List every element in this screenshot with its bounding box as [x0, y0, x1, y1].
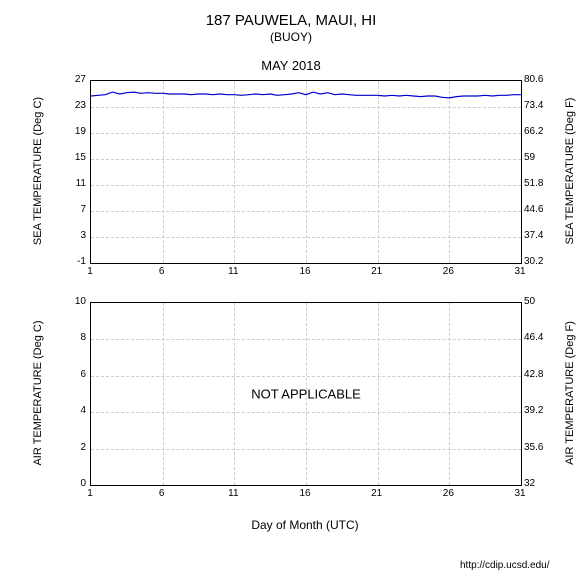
y-tick-left: 11	[56, 178, 86, 189]
footer-url: http://cdip.ucsd.edu/	[460, 560, 550, 571]
title-period: MAY 2018	[0, 58, 582, 73]
x-tick-label: 26	[443, 488, 454, 499]
y-tick-right: 32	[524, 478, 535, 489]
y-tick-left: 0	[56, 478, 86, 489]
y-tick-left: 27	[56, 74, 86, 85]
title-subtitle: (BUOY)	[0, 30, 582, 44]
y-tick-left: 2	[56, 442, 86, 453]
y-tick-right: 35.6	[524, 442, 543, 453]
y-tick-left: 19	[56, 126, 86, 137]
x-tick-label: 6	[159, 488, 165, 499]
y-tick-right: 51.8	[524, 178, 543, 189]
y-tick-left: 8	[56, 332, 86, 343]
y-tick-right: 37.4	[524, 230, 543, 241]
y-tick-right: 66.2	[524, 126, 543, 137]
x-tick-label: 21	[371, 488, 382, 499]
y-tick-left: 23	[56, 100, 86, 111]
y-tick-left: 7	[56, 204, 86, 215]
y-tick-right: 42.8	[524, 369, 543, 380]
x-tick-label: 16	[299, 266, 310, 277]
sea-temperature-line	[91, 81, 521, 263]
y-tick-right: 30.2	[524, 256, 543, 267]
x-tick-label: 26	[443, 266, 454, 277]
y-tick-left: 15	[56, 152, 86, 163]
chart2-ylabel-right: AIR TEMPERATURE (Deg F)	[564, 321, 576, 465]
y-tick-left: 3	[56, 230, 86, 241]
x-tick-label: 11	[228, 266, 238, 277]
y-tick-right: 80.6	[524, 74, 543, 85]
x-tick-label: 31	[514, 266, 525, 277]
y-tick-right: 50	[524, 296, 535, 307]
x-tick-label: 16	[299, 488, 310, 499]
x-tick-label: 1	[87, 488, 93, 499]
x-tick-label: 21	[371, 266, 382, 277]
y-tick-right: 44.6	[524, 204, 543, 215]
chart-container: 187 PAUWELA, MAUI, HI (BUOY) MAY 2018 SE…	[0, 0, 582, 581]
x-tick-label: 11	[228, 488, 238, 499]
y-tick-right: 59	[524, 152, 535, 163]
x-tick-label: 31	[514, 488, 525, 499]
x-axis-label: Day of Month (UTC)	[90, 518, 520, 532]
x-tick-label: 6	[159, 266, 165, 277]
y-tick-left: 4	[56, 405, 86, 416]
y-tick-left: -1	[56, 256, 86, 267]
sea-temperature-chart	[90, 80, 522, 264]
y-tick-right: 73.4	[524, 100, 543, 111]
chart2-ylabel-left: AIR TEMPERATURE (Deg C)	[32, 320, 44, 465]
chart1-ylabel-left: SEA TEMPERATURE (Deg C)	[32, 97, 44, 245]
x-tick-label: 1	[87, 266, 93, 277]
y-tick-left: 6	[56, 369, 86, 380]
y-tick-right: 39.2	[524, 405, 543, 416]
not-applicable-text: NOT APPLICABLE	[251, 387, 361, 402]
title-main: 187 PAUWELA, MAUI, HI	[0, 12, 582, 29]
air-temperature-chart: NOT APPLICABLE	[90, 302, 522, 486]
y-tick-right: 46.4	[524, 332, 543, 343]
chart1-ylabel-right: SEA TEMPERATURE (Deg F)	[564, 98, 576, 245]
y-tick-left: 10	[56, 296, 86, 307]
